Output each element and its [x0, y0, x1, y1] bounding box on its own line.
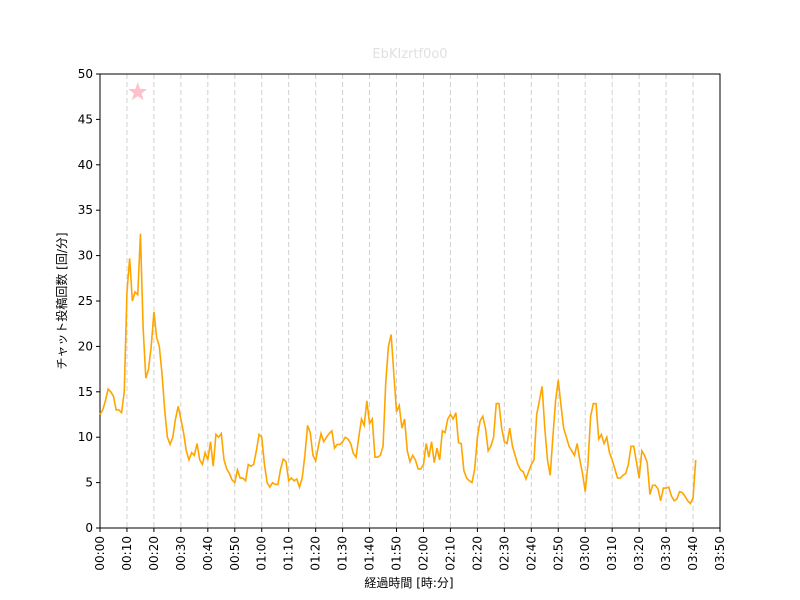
x-axis-label: 経過時間 [時:分]	[364, 576, 453, 590]
y-tick-label: 30	[78, 249, 93, 263]
plot-frame	[99, 73, 721, 529]
x-tick-label: 02:30	[497, 536, 511, 571]
chart-title: EbKIzrtf0o0	[372, 47, 447, 62]
x-tick-label: 01:50	[390, 536, 404, 571]
x-tick-label: 02:20	[470, 536, 484, 571]
x-tick-label: 02:40	[524, 536, 538, 571]
y-tick-label: 10	[78, 430, 93, 444]
x-tick-label: 02:10	[443, 536, 457, 571]
x-tick-label: 00:00	[93, 536, 107, 571]
x-tick-label: 03:30	[659, 536, 673, 571]
y-tick-label: 20	[78, 339, 93, 353]
y-tick-label: 50	[78, 67, 93, 81]
y-tick-label: 45	[78, 112, 93, 126]
x-tick-label: 00:40	[201, 536, 215, 571]
y-axis-label: チャット投稿回数 [回/分]	[54, 232, 69, 369]
x-tick-label: 03:00	[578, 536, 592, 571]
y-tick-label: 5	[85, 476, 93, 490]
x-tick-label: 01:30	[336, 536, 350, 571]
x-tick-label: 02:50	[551, 536, 565, 571]
y-tick-label: 25	[78, 294, 93, 308]
x-tick-label: 00:50	[228, 536, 242, 571]
line	[99, 233, 697, 505]
x-tick-label: 00:10	[120, 536, 134, 571]
x-tick-label: 01:00	[255, 536, 269, 571]
star-marker	[128, 82, 148, 101]
x-tick-label: 01:40	[363, 536, 377, 571]
x-tick-label: 00:20	[147, 536, 161, 571]
x-tick-label: 03:50	[713, 536, 727, 571]
x-tick-label: 03:10	[605, 536, 619, 571]
y-tick-label: 0	[85, 521, 93, 535]
x-tick-label: 01:20	[309, 536, 323, 571]
y-tick-label: 35	[78, 203, 93, 217]
x-tick-label: 02:00	[416, 536, 430, 571]
y-tick-label: 40	[78, 158, 93, 172]
x-tick-label: 03:20	[632, 536, 646, 571]
x-tick-label: 01:10	[282, 536, 296, 571]
x-tick-label: 03:40	[686, 536, 700, 571]
y-tick-label: 15	[78, 385, 93, 399]
x-tick-label: 00:30	[174, 536, 188, 571]
